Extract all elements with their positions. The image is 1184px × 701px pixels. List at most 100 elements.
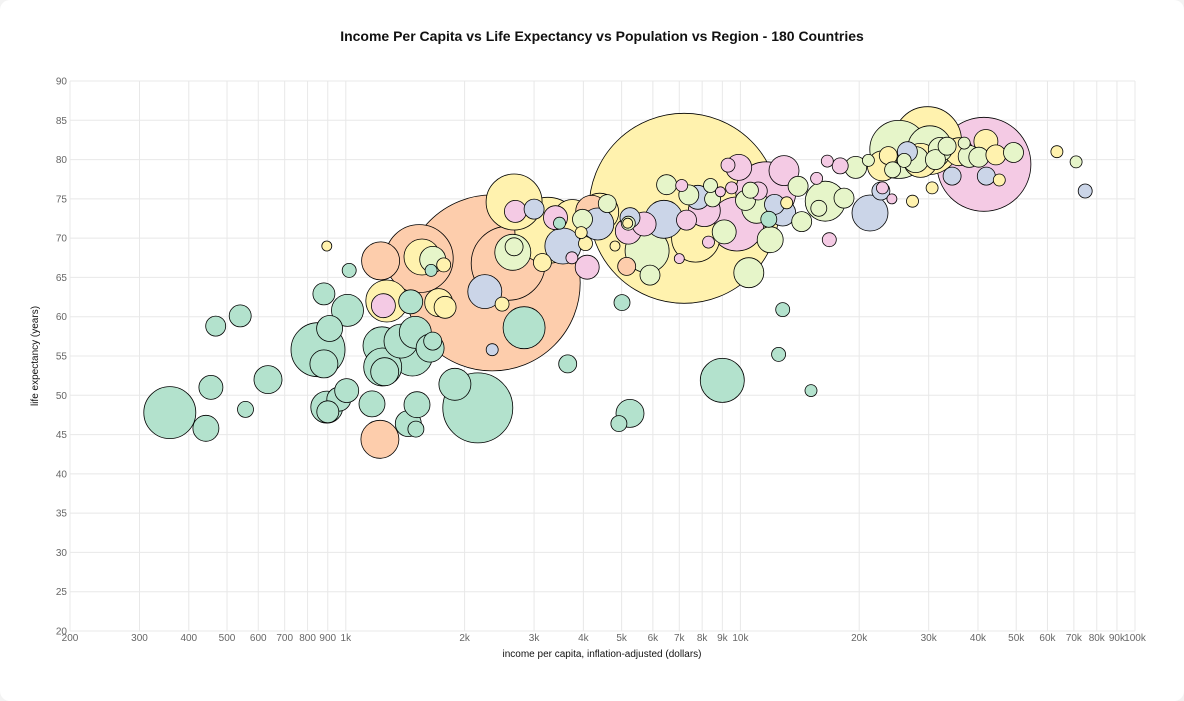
bubble-point[interactable] xyxy=(321,240,333,252)
bubble-point[interactable] xyxy=(733,257,765,289)
bubble-point[interactable] xyxy=(494,296,510,312)
bubble-point[interactable] xyxy=(433,295,457,319)
bubble-point[interactable] xyxy=(622,217,634,229)
bubble-point[interactable] xyxy=(780,196,794,210)
bubble-point[interactable] xyxy=(742,181,759,199)
bubble-point[interactable] xyxy=(957,136,971,150)
bubble-point[interactable] xyxy=(673,253,685,265)
bubble-point[interactable] xyxy=(228,304,252,328)
bubble-point[interactable] xyxy=(804,384,818,398)
bubble-point[interactable] xyxy=(639,264,661,286)
bubble-point[interactable] xyxy=(725,181,738,195)
bubble-point[interactable] xyxy=(820,154,834,168)
bubble-point[interactable] xyxy=(876,181,889,195)
bubble-point[interactable] xyxy=(760,210,778,228)
bubble-point[interactable] xyxy=(574,226,588,240)
bubble-point[interactable] xyxy=(407,420,425,438)
bubble-point[interactable] xyxy=(533,253,552,272)
bubble-point[interactable] xyxy=(192,414,220,442)
bubble-point[interactable] xyxy=(436,257,452,273)
bubble-point[interactable] xyxy=(502,306,546,350)
bubble-point[interactable] xyxy=(1069,155,1083,169)
bubble-point[interactable] xyxy=(370,293,396,319)
bubble-point[interactable] xyxy=(485,343,499,357)
bubble-point[interactable] xyxy=(205,315,227,337)
bubble-point[interactable] xyxy=(331,293,364,327)
bubble-point[interactable] xyxy=(361,241,401,281)
bubble-point[interactable] xyxy=(831,157,849,175)
bubble-point[interactable] xyxy=(143,386,197,440)
bubble-point[interactable] xyxy=(558,354,578,374)
bubble-point[interactable] xyxy=(198,374,224,400)
bubble-point[interactable] xyxy=(656,174,677,196)
bubble-point[interactable] xyxy=(699,357,745,403)
bubble-point[interactable] xyxy=(925,149,946,171)
bubble-point[interactable] xyxy=(851,194,889,232)
bubble-point[interactable] xyxy=(574,254,600,280)
bubble-point[interactable] xyxy=(711,219,737,245)
bubble-point[interactable] xyxy=(791,211,813,233)
y-axis-title: life expectancy (years) xyxy=(30,306,41,406)
bubble-point[interactable] xyxy=(334,378,360,404)
bubble-point[interactable] xyxy=(613,294,631,312)
bubble-point[interactable] xyxy=(884,161,901,179)
x-tick: 4k xyxy=(578,633,590,644)
bubble-point[interactable] xyxy=(423,331,443,351)
bubble-point[interactable] xyxy=(438,367,472,401)
bubble-point[interactable] xyxy=(756,226,784,254)
bubble-point[interactable] xyxy=(316,315,344,342)
bubble-point[interactable] xyxy=(886,193,898,205)
bubble-point[interactable] xyxy=(937,136,957,156)
bubble-point[interactable] xyxy=(821,232,837,248)
x-tick: 400 xyxy=(180,633,197,644)
bubble-point[interactable] xyxy=(775,302,791,318)
bubble-point[interactable] xyxy=(702,235,715,249)
bubble-point[interactable] xyxy=(768,155,800,187)
bubble-point[interactable] xyxy=(370,357,400,387)
bubble-point[interactable] xyxy=(565,251,579,265)
bubble-point[interactable] xyxy=(992,173,1006,187)
bubble-point[interactable] xyxy=(976,166,996,186)
bubble-point[interactable] xyxy=(1050,145,1064,159)
bubble-point[interactable] xyxy=(597,194,617,214)
bubble-point[interactable] xyxy=(787,175,809,197)
bubble-point[interactable] xyxy=(771,346,786,362)
bubble-point[interactable] xyxy=(309,349,339,379)
bubble-point[interactable] xyxy=(925,181,939,195)
bubble-point[interactable] xyxy=(720,157,736,173)
bubble-point[interactable] xyxy=(985,144,1007,166)
bubble-point[interactable] xyxy=(862,153,875,167)
bubble-point[interactable] xyxy=(504,199,527,223)
bubble-point[interactable] xyxy=(675,179,689,192)
bubble-point[interactable] xyxy=(715,186,726,198)
bubble-point[interactable] xyxy=(896,152,912,168)
bubble-point[interactable] xyxy=(676,209,697,231)
bubble-point[interactable] xyxy=(833,187,855,209)
bubble-point[interactable] xyxy=(358,390,386,418)
bubble-point[interactable] xyxy=(237,400,254,418)
bubble-point[interactable] xyxy=(810,199,828,217)
bubble-point[interactable] xyxy=(253,365,283,395)
bubble-point[interactable] xyxy=(504,237,524,257)
bubble-point[interactable] xyxy=(610,415,628,433)
bubble-point[interactable] xyxy=(467,274,503,310)
bubble-point[interactable] xyxy=(609,240,621,252)
bubble-point[interactable] xyxy=(1077,183,1093,199)
y-tick-label: 55 xyxy=(56,352,68,363)
bubble-point[interactable] xyxy=(906,194,919,208)
bubble-point[interactable] xyxy=(424,263,438,277)
bubble-point[interactable] xyxy=(316,400,340,424)
bubble-point[interactable] xyxy=(341,262,357,278)
bubble-point[interactable] xyxy=(553,216,566,230)
bubble-point[interactable] xyxy=(398,289,424,315)
bubble-point[interactable] xyxy=(942,166,962,186)
bubble-point[interactable] xyxy=(1003,142,1024,163)
bubble-point[interactable] xyxy=(523,198,545,220)
bubble-point[interactable] xyxy=(360,419,400,459)
bubble-point[interactable] xyxy=(810,171,823,185)
bubble-point[interactable] xyxy=(703,178,718,193)
bubble-point[interactable] xyxy=(617,256,637,276)
bubble-point[interactable] xyxy=(403,391,431,419)
bubble-point[interactable] xyxy=(572,208,593,230)
bubble-point[interactable] xyxy=(312,282,336,306)
